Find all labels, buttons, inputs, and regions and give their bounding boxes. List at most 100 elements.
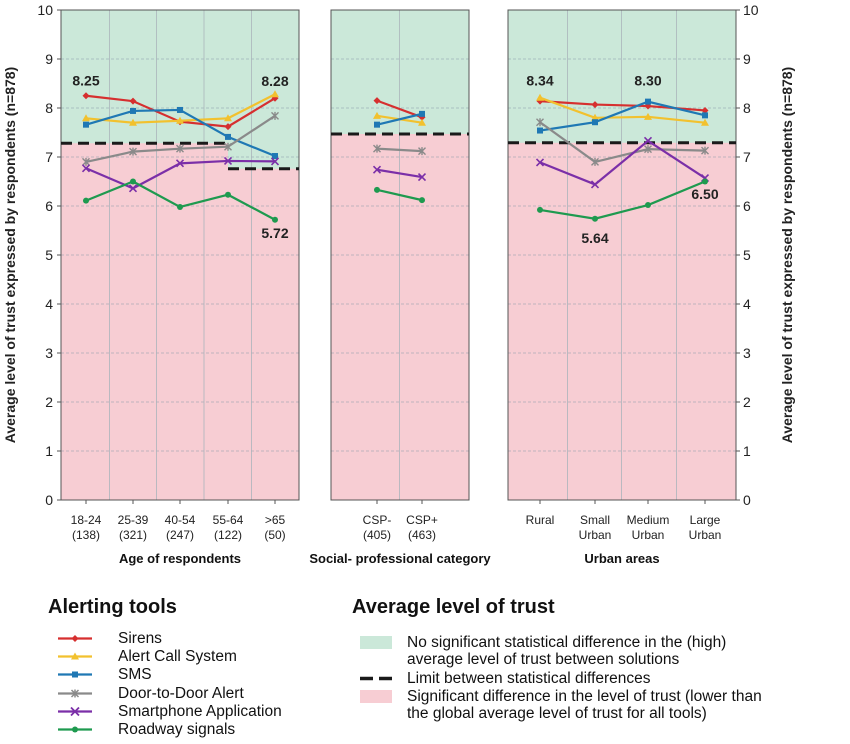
series-line-door-to-door-alert (539, 121, 706, 164)
data-point (536, 118, 544, 127)
data-point (591, 113, 599, 121)
legend-label: Alert Call System (118, 648, 237, 666)
x-tick-label: (122) (214, 528, 242, 542)
data-point (590, 180, 600, 189)
data-point (418, 118, 426, 126)
data-point (177, 106, 183, 113)
legend-item: Door-to-Door Alert (48, 685, 338, 702)
y-tick-label: 4 (45, 296, 53, 312)
x-tick-label: Urban (632, 528, 665, 542)
data-label: 8.34 (526, 73, 553, 89)
trust-swatch (360, 636, 392, 649)
x-tick-label: (405) (363, 528, 391, 542)
x-tick-label: (463) (408, 528, 436, 542)
trust-swatch-shape (360, 636, 392, 649)
x-tick-label: Medium (627, 513, 670, 527)
data-point (643, 136, 653, 145)
data-point (81, 164, 91, 173)
data-point (176, 116, 184, 124)
legend-marker (71, 652, 79, 660)
data-point (645, 202, 651, 209)
alerting-tools-legend: Alerting tools Sirens Alert Call System SM… (48, 596, 348, 744)
x-tick-label: Urban (579, 528, 612, 542)
x-tick-label: 25-39 (118, 513, 149, 527)
data-point (129, 118, 137, 126)
data-label: 8.28 (261, 73, 288, 89)
y-tick-label: 2 (45, 394, 53, 410)
data-point (224, 114, 232, 122)
data-point (536, 93, 544, 101)
data-point (225, 191, 231, 198)
trust-legend-item: Limit between statistical differences (352, 670, 842, 687)
y-tick-label: 2 (743, 394, 751, 410)
x-tick-label: Rural (526, 513, 555, 527)
x-tick-label: (50) (264, 528, 285, 542)
legend-label: Door-to-Door Alert (118, 684, 244, 702)
data-point (702, 178, 708, 185)
data-point (372, 165, 382, 174)
data-point (591, 157, 599, 166)
data-point (225, 133, 231, 140)
legend-item: Sirens (48, 630, 338, 647)
x-tick-label: (247) (166, 528, 194, 542)
data-point (701, 118, 709, 126)
legend-swatch (58, 726, 92, 733)
trust-legend-item: No significant statistical difference in… (352, 634, 842, 668)
data-point (537, 206, 543, 213)
data-point (702, 112, 708, 119)
data-point (591, 101, 599, 109)
legend-marker (71, 635, 79, 642)
y-axis-title-right: Average level of trust expressed by resp… (779, 67, 795, 443)
trust-legend-label: Limit between statistical differences (407, 670, 651, 687)
x-axis-label: Social- professional category (309, 551, 491, 566)
data-point (535, 158, 545, 167)
trust-swatch (360, 690, 392, 703)
data-point (270, 157, 280, 166)
y-tick-label: 5 (743, 247, 751, 263)
trust-level-title: Average level of trust (352, 596, 555, 618)
legend-label: Smartphone Application (118, 702, 282, 720)
data-point (644, 145, 652, 154)
data-label: 6.50 (691, 186, 718, 202)
data-point (271, 90, 279, 98)
y-tick-label: 8 (45, 100, 53, 116)
data-label: 5.64 (581, 230, 608, 246)
data-label: 5.72 (261, 225, 288, 241)
legend-swatch (58, 706, 92, 716)
data-point (592, 119, 598, 126)
legend-label: Roadway signals (118, 721, 236, 738)
data-point (374, 186, 380, 193)
y-tick-label: 0 (45, 492, 53, 508)
legend-marker (70, 689, 80, 698)
series-line-sms (376, 112, 423, 126)
data-label: 8.30 (634, 73, 661, 89)
y-tick-label: 6 (743, 198, 751, 214)
legend-swatch (58, 652, 92, 660)
x-axis-label: Age of respondents (119, 551, 241, 566)
trust-swatch (360, 676, 392, 681)
data-point (272, 153, 278, 160)
y-tick-label: 7 (45, 149, 53, 165)
y-tick-label: 9 (45, 51, 53, 67)
y-tick-label: 5 (45, 247, 53, 263)
y-tick-label: 1 (743, 443, 751, 459)
data-point (224, 142, 232, 151)
data-point (128, 184, 138, 193)
data-point (82, 157, 90, 166)
data-point (419, 197, 425, 204)
legend-swatch (58, 635, 92, 642)
trust-chart: 8.25 8.28 5.72 18-24(138) 25-39(321) 40-54(24… (2, 2, 795, 566)
data-point (83, 197, 89, 204)
data-point (176, 144, 184, 153)
x-tick-label: Urban (689, 528, 722, 542)
y-tick-label: 6 (45, 198, 53, 214)
data-point (374, 121, 380, 128)
legend-label: SMS (118, 666, 152, 684)
trust-legend-label: Significant difference in the level of t… (407, 688, 762, 705)
x-tick-label: 55-64 (213, 513, 244, 527)
data-point (130, 178, 136, 185)
legend-marker (72, 726, 78, 733)
data-point (419, 110, 425, 117)
y-tick-label: 9 (743, 51, 751, 67)
